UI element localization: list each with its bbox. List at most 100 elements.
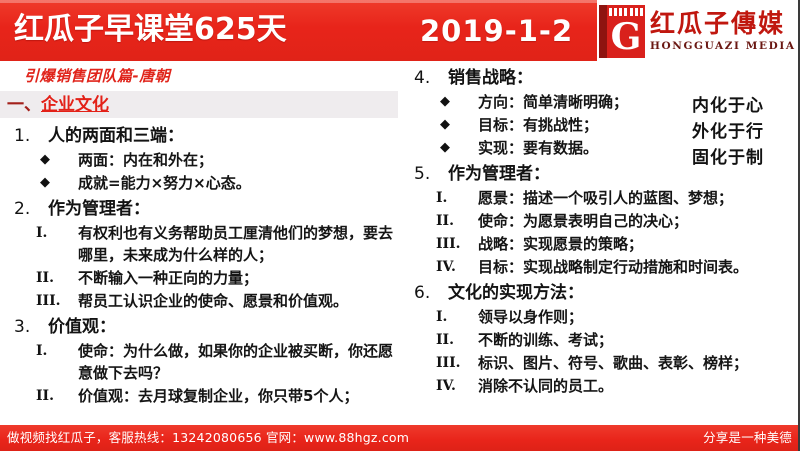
outline-text: 方向：简单清晰明确； (478, 93, 629, 111)
outline-item-level2: IV. 消除不认同的员工。 (400, 375, 798, 397)
page-title: 红瓜子早课堂625天 (14, 12, 287, 47)
outline-item-level2: II. 不断输入一种正向的力量； (0, 267, 400, 289)
outline-sublist: ◆ 方向：简单清晰明确； ◆ 目标：有挑战性； ◆ 实现：要有数据。 (400, 91, 798, 159)
section-heading: 一、企业文化 (7, 93, 109, 117)
outline-title: 作为管理者： (48, 199, 150, 219)
logo-side-strip (599, 5, 607, 58)
outline-item-level1: 2. 作为管理者： (0, 197, 400, 221)
film-g-icon: G (599, 3, 645, 58)
subtitle: 引爆销售团队篇-唐朝 (24, 67, 171, 85)
outline-item-level2: ◆ 成就=能力×努力×心态。 (0, 172, 400, 194)
outline-item-level1: 6. 文化的实现方法： (400, 281, 798, 305)
maxim-line: 内化于心 (692, 96, 764, 116)
outline-item-level1: 5. 作为管理者： (400, 162, 798, 186)
outline-number: 1. (14, 126, 31, 146)
left-content-column: 1. 人的两面和三端： ◆ 两面：内在和外在； ◆ 成就=能力×努力×心态。 2. 作为管理者… (0, 121, 400, 407)
outline-roman-number: III. (436, 236, 461, 252)
logo-letter: G (610, 16, 642, 58)
outline-title: 作为管理者： (448, 164, 550, 184)
outline-sublist: I. 愿景：描述一个吸引人的蓝图、梦想； II. 使命：为愿景表明自己的决心； III.… (400, 187, 798, 278)
film-perforations-icon (609, 8, 643, 16)
outline-item-level2: III. 战略：实现愿景的策略； (400, 233, 798, 255)
header-top-highlight (0, 0, 798, 3)
slide-body: 引爆销售团队篇-唐朝 一、企业文化 1. 人的两面和三端： ◆ 两面：内在和外在； ◆ 成… (0, 61, 798, 425)
diamond-bullet-icon: ◆ (440, 117, 450, 132)
diamond-bullet-icon: ◆ (440, 94, 450, 109)
outline-text: 目标：实现战略制定行动措施和时间表。 (478, 258, 749, 276)
outline-text: 使命：为什么做，如果你的企业被买断，你还愿意做下去吗？ (78, 342, 394, 382)
left-outline-list: 1. 人的两面和三端： ◆ 两面：内在和外在； ◆ 成就=能力×努力×心态。 2. 作为管理者… (0, 124, 400, 407)
outline-roman-number: II. (436, 213, 454, 229)
outline-text: 目标：有挑战性； (478, 116, 599, 134)
outline-text: 标识、图片、符号、歌曲、表彰、榜样； (478, 354, 749, 372)
outline-text: 领导以身作则； (478, 308, 584, 326)
maxim-block: 内化于心外化于行固化于制 (658, 93, 798, 171)
outline-roman-number: I. (436, 309, 448, 325)
logo-wordmark: 红瓜子傳媒 HONGGUAZI MEDIA (650, 9, 796, 53)
outline-item-level2: IV. 目标：实现战略制定行动措施和时间表。 (400, 256, 798, 278)
outline-item-level2: ◆ 实现：要有数据。 (400, 137, 798, 159)
outline-item-level2: I. 愿景：描述一个吸引人的蓝图、梦想； (400, 187, 798, 209)
outline-roman-number: I. (36, 343, 48, 359)
outline-title: 价值观： (48, 317, 116, 337)
diamond-bullet-icon: ◆ (40, 175, 50, 190)
outline-item-level2: ◆ 目标：有挑战性； (400, 114, 798, 136)
outline-roman-number: II. (36, 270, 54, 286)
outline-roman-number: I. (436, 190, 448, 206)
outline-item-level1: 3. 价值观： (0, 315, 400, 339)
slide-footer: 做视频找红瓜子，客服热线：13242080656 官网：www.88hgz.co… (0, 425, 798, 451)
section-heading-band: 一、企业文化 (0, 91, 398, 118)
outline-text: 不断输入一种正向的力量； (78, 269, 259, 287)
outline-sublist: I. 有权利也有义务帮助员工厘清他们的梦想，要去哪里，未来成为什么样的人； II. 不… (0, 222, 400, 312)
outline-text: 成就=能力×努力×心态。 (78, 174, 251, 192)
outline-item-level2: II. 价值观：去月球复制企业，你只带5个人； (0, 385, 400, 407)
outline-title: 文化的实现方法： (448, 283, 584, 303)
outline-number: 4. (414, 68, 431, 88)
outline-roman-number: I. (36, 225, 48, 241)
outline-item-level2: ◆ 方向：简单清晰明确； (400, 91, 798, 113)
outline-item-level2: II. 使命：为愿景表明自己的决心； (400, 210, 798, 232)
maxim-line: 固化于制 (692, 148, 764, 168)
outline-sublist: I. 领导以身作则； II. 不断的训练、考试； III. 标识、图片、符号、歌曲、表彰、… (400, 306, 798, 397)
logo-english-name: HONGGUAZI MEDIA (650, 39, 796, 52)
outline-text: 使命：为愿景表明自己的决心； (478, 212, 689, 230)
outline-item-level2: I. 领导以身作则； (400, 306, 798, 328)
section-number: 一、 (7, 95, 41, 115)
outline-item-level2: III. 标识、图片、符号、歌曲、表彰、榜样； (400, 352, 798, 374)
outline-sublist: ◆ 两面：内在和外在； ◆ 成就=能力×努力×心态。 (0, 149, 400, 194)
outline-item-level1: 1. 人的两面和三端： (0, 124, 400, 148)
outline-number: 6. (414, 283, 431, 303)
maxim-line: 外化于行 (692, 122, 764, 142)
diamond-bullet-icon: ◆ (440, 140, 450, 155)
header-date: 2019-1-2 (420, 14, 574, 48)
outline-item-level2: II. 不断的训练、考试； (400, 329, 798, 351)
outline-roman-number: II. (36, 388, 54, 404)
outline-text: 实现：要有数据。 (478, 139, 599, 157)
right-outline-list: 4. 销售战略： ◆ 方向：简单清晰明确； ◆ 目标：有挑战性； ◆ 实现：要有数据。 5. 作为… (400, 66, 798, 397)
outline-number: 5. (414, 164, 431, 184)
outline-item-level2: I. 有权利也有义务帮助员工厘清他们的梦想，要去哪里，未来成为什么样的人； (0, 222, 400, 266)
outline-sublist: I. 使命：为什么做，如果你的企业被买断，你还愿意做下去吗？ II. 价值观：去月球复… (0, 340, 400, 407)
outline-number: 3. (14, 317, 31, 337)
outline-item-level1: 4. 销售战略： (400, 66, 798, 90)
outline-title: 销售战略： (448, 68, 533, 88)
footer-contact: 做视频找红瓜子，客服热线：13242080656 官网：www.88hgz.co… (7, 430, 410, 445)
outline-number: 2. (14, 199, 31, 219)
outline-text: 有权利也有义务帮助员工厘清他们的梦想，要去哪里，未来成为什么样的人； (78, 224, 394, 264)
brand-logo: G 红瓜子傳媒 HONGGUAZI MEDIA (597, 0, 798, 61)
outline-item-level2: III. 帮员工认识企业的使命、愿景和价值观。 (0, 290, 400, 312)
diamond-bullet-icon: ◆ (40, 152, 50, 167)
section-name: 企业文化 (41, 95, 109, 115)
logo-chinese-name: 红瓜子傳媒 (650, 8, 786, 38)
outline-item-level2: ◆ 两面：内在和外在； (0, 149, 400, 171)
right-content-column: 4. 销售战略： ◆ 方向：简单清晰明确； ◆ 目标：有挑战性； ◆ 实现：要有数据。 5. 作为… (400, 63, 798, 397)
outline-text: 愿景：描述一个吸引人的蓝图、梦想； (478, 189, 734, 207)
outline-roman-number: IV. (436, 378, 456, 394)
outline-roman-number: II. (436, 332, 454, 348)
outline-roman-number: IV. (436, 259, 456, 275)
outline-text: 战略：实现愿景的策略； (478, 235, 644, 253)
footer-slogan: 分享是一种美德 (703, 430, 792, 445)
outline-title: 人的两面和三端： (48, 126, 184, 146)
outline-text: 不断的训练、考试； (478, 331, 614, 349)
